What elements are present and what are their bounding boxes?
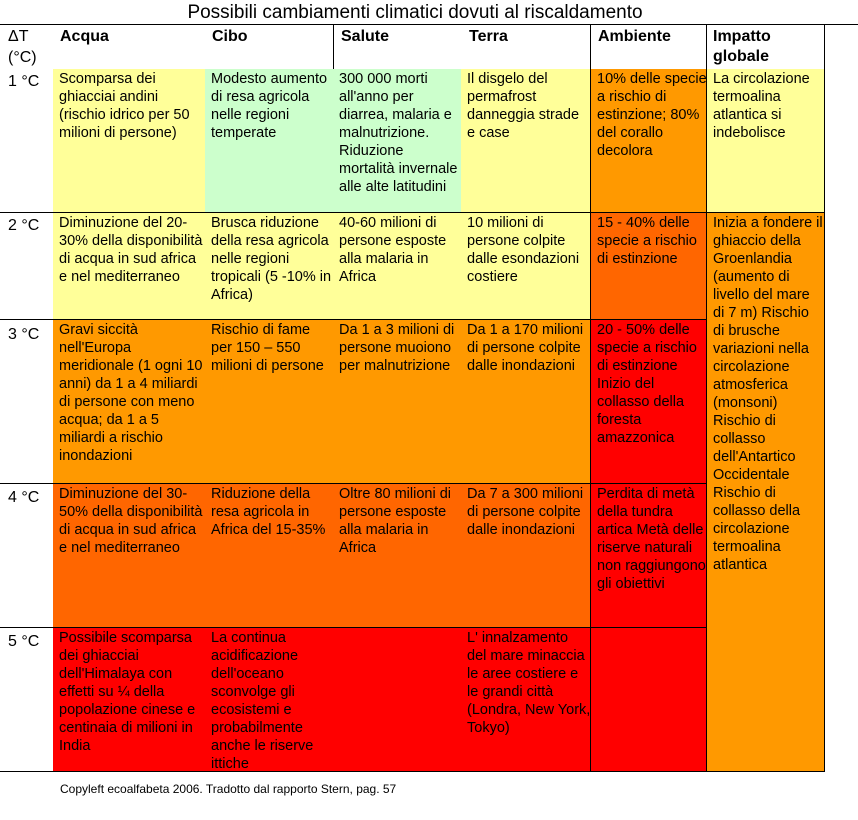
table-bottom-rule	[0, 771, 824, 772]
cell-1-salute: 300 000 morti all'anno per diarrea, mala…	[333, 69, 461, 212]
cell-3-terra: Da 1 a 170 milioni di persone colpite da…	[461, 320, 591, 483]
row-divider-3	[0, 483, 707, 484]
cell-1-terra: Il disgelo del permafrost danneggia stra…	[461, 69, 591, 212]
col-divider-salute	[333, 25, 334, 69]
cell-1-impatto-globale: La circolazione termoalina atlantica si …	[707, 69, 824, 212]
col-header-terra: Terra	[469, 28, 508, 45]
cell-1-ambiente: 10% delle specie a rischio di estinzione…	[591, 69, 707, 212]
cell-4-salute: Oltre 80 milioni di persone esposte alla…	[333, 484, 461, 627]
cell-3-cibo: Rischio di fame per 150 – 550 milioni di…	[205, 320, 333, 483]
cell-2-ambiente: 15 - 40% delle specie a rischio di estin…	[591, 213, 707, 319]
row-divider-1	[0, 212, 824, 213]
cell-5-cibo: La continua acidificazione dell'oceano s…	[205, 628, 333, 771]
row-divider-4	[0, 627, 707, 628]
table-right-rule	[824, 25, 825, 772]
row-label-1: 1 °C	[8, 73, 40, 90]
cell-4-cibo: Riduzione della resa agricola in Africa …	[205, 484, 333, 627]
col-header-impatto-globale: Impatto globale	[713, 28, 771, 65]
cell-5-acqua: Possibile scomparsa dei ghiacciai dell'H…	[53, 628, 205, 771]
col-divider-impatto	[706, 25, 707, 771]
footer-credit: Copyleft ecoalfabeta 2006. Tradotto dal …	[60, 782, 397, 796]
cell-2-acqua: Diminuzione del 20-30% della disponibili…	[53, 213, 205, 319]
row-label-3: 3 °C	[8, 326, 40, 343]
cell-2-terra: 10 milioni di persone colpite dalle eson…	[461, 213, 591, 319]
temp-unit: (°C)	[8, 49, 37, 66]
cell-3-salute: Da 1 a 3 milioni di persone muoiono per …	[333, 320, 461, 483]
cell-4-ambiente: Perdita di metà della tundra artica Metà…	[591, 484, 707, 627]
page-title: Possibili cambiamenti climatici dovuti a…	[187, 2, 643, 23]
cell-2-cibo: Brusca riduzione della resa agricola nel…	[205, 213, 333, 319]
cell-3-ambiente: 20 - 50% delle specie a rischio di estin…	[591, 320, 707, 483]
cell-5-ambiente	[591, 628, 707, 771]
row-divider-2	[0, 319, 707, 320]
cell-1-cibo: Modesto aumento di resa agricola nelle r…	[205, 69, 333, 212]
row-label-4: 4 °C	[8, 489, 40, 506]
temp-symbol: ΔT	[8, 28, 29, 45]
col-header-salute: Salute	[341, 28, 390, 45]
cell-5-salute	[333, 628, 461, 771]
cell-4-acqua: Diminuzione del 30-50% della disponibili…	[53, 484, 205, 627]
cell-3-acqua: Gravi siccità nell'Europa meridionale (1…	[53, 320, 205, 483]
cell-1-acqua: Scomparsa dei ghiacciai andini (rischio …	[53, 69, 205, 212]
cell-4-terra: Da 7 a 300 milioni di persone colpite da…	[461, 484, 591, 627]
col-header-acqua: Acqua	[60, 28, 109, 45]
col-header-ambiente: Ambiente	[598, 28, 671, 45]
col-divider-ambiente	[590, 25, 591, 771]
cell-2-5-impatto-globale: Inizia a fondere il ghiaccio della Groen…	[707, 213, 824, 771]
col-header-cibo: Cibo	[212, 28, 248, 45]
top-rule	[0, 24, 858, 25]
row-label-5: 5 °C	[8, 633, 40, 650]
cell-5-terra: L' innalzamento del mare minaccia le are…	[461, 628, 591, 771]
cell-2-salute: 40-60 milioni di persone esposte alla ma…	[333, 213, 461, 319]
row-label-2: 2 °C	[8, 217, 40, 234]
